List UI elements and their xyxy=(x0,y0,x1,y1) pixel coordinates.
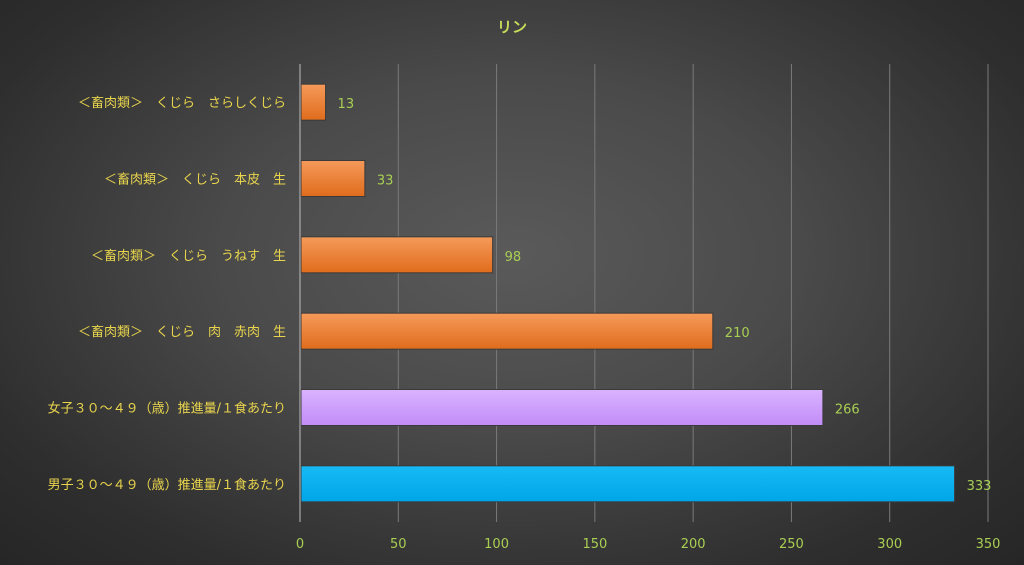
x-tick-label: 150 xyxy=(582,537,607,552)
x-tick-label: 250 xyxy=(779,537,804,552)
bar xyxy=(300,83,327,121)
data-label: 266 xyxy=(835,403,860,418)
bar xyxy=(300,160,366,197)
x-tick-label: 50 xyxy=(390,537,407,552)
x-tick-label: 100 xyxy=(484,537,509,552)
data-label: 13 xyxy=(338,97,355,112)
x-tick-label: 350 xyxy=(976,537,1001,552)
category-label: ＜畜肉類＞ くじら 肉 赤肉 生 xyxy=(78,324,286,340)
data-label: 333 xyxy=(967,479,992,494)
category-label: ＜畜肉類＞ くじら うねす 生 xyxy=(91,248,286,264)
bar xyxy=(300,389,824,426)
category-label: 女子３０～４９（歳）推進量/１食あたり xyxy=(48,401,286,417)
data-label: 210 xyxy=(725,326,750,341)
category-label: ＜畜肉類＞ くじら 本皮 生 xyxy=(104,172,286,188)
data-label: 98 xyxy=(505,250,522,265)
x-tick-label: 200 xyxy=(681,537,706,552)
category-label: ＜畜肉類＞ くじら さらしくじら xyxy=(78,95,286,111)
bars xyxy=(300,83,956,503)
bar xyxy=(300,312,714,350)
labels: 0 50 100 150 200 250 300 350 ＜畜肉類＞ くじら さらしくじら 13 ＜… xyxy=(48,95,1001,552)
x-tick-label: 300 xyxy=(877,537,902,552)
bar xyxy=(300,465,956,503)
data-label: 33 xyxy=(377,174,394,189)
x-tick-label: 0 xyxy=(296,537,304,552)
bar xyxy=(300,236,494,274)
category-label: 男子３０～４９（歳）推進量/１食あたり xyxy=(48,477,286,493)
gridlines xyxy=(299,64,989,522)
chart-title: リン xyxy=(497,18,527,36)
